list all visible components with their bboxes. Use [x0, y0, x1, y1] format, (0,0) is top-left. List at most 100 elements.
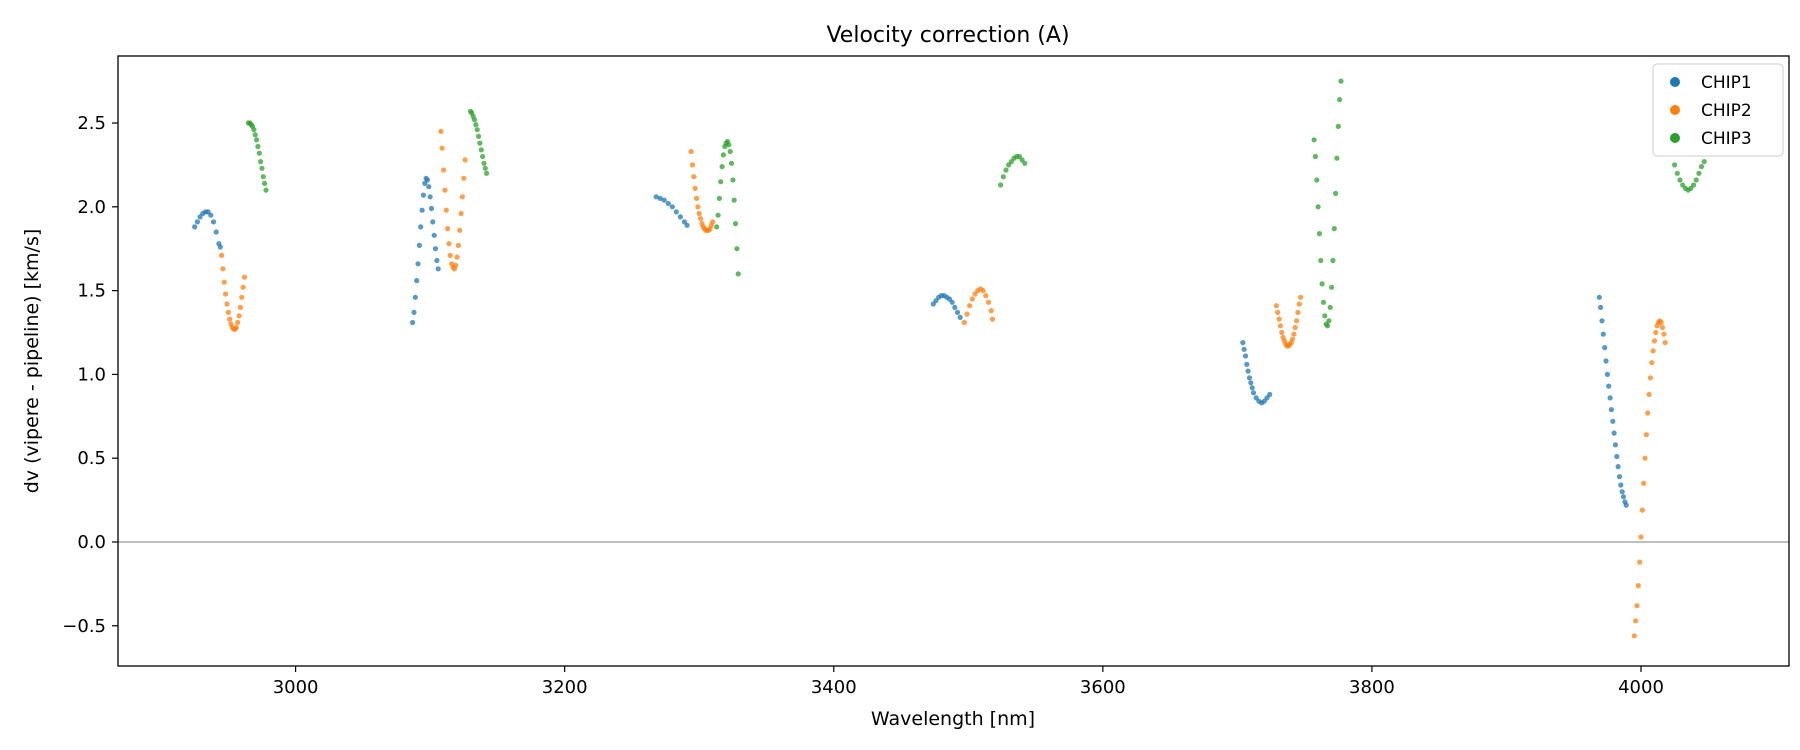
data-point-chip1 [677, 214, 684, 220]
data-point-chip3 [484, 170, 490, 176]
data-point-chip2 [967, 303, 973, 309]
data-point-chip2 [1662, 340, 1668, 346]
data-point-chip1 [210, 219, 217, 225]
x-tick-label: 3600 [1080, 677, 1126, 698]
chart-title: Velocity correction (A) [826, 23, 1069, 48]
data-point-chip1 [665, 200, 671, 207]
data-point-chip1 [208, 212, 214, 218]
data-point-chip2 [698, 216, 704, 222]
data-point-chip1 [1608, 407, 1614, 413]
data-point-chip3 [255, 143, 261, 150]
data-point-chip2 [1643, 432, 1649, 438]
data-point-chip3 [731, 197, 737, 203]
data-point-chip2 [221, 279, 227, 285]
data-point-chip2 [1634, 603, 1640, 609]
data-point-chip2 [441, 167, 447, 173]
data-point-chip1 [657, 195, 663, 201]
data-point-chip2 [219, 252, 225, 258]
data-point-chip1 [1623, 502, 1629, 508]
data-point-chip3 [1693, 177, 1699, 183]
data-point-chip2 [445, 226, 451, 232]
data-point-chip2 [1653, 329, 1659, 336]
data-point-chip1 [1600, 331, 1606, 337]
data-point-chip3 [1319, 281, 1325, 287]
data-point-chip2 [438, 128, 444, 134]
y-tick-label: 2.0 [77, 197, 106, 218]
data-point-chip2 [1292, 324, 1298, 331]
series-chip1 [192, 175, 1629, 508]
data-point-chip2 [696, 210, 702, 217]
data-point-chip2 [1298, 294, 1304, 300]
data-point-chip1 [1246, 375, 1253, 381]
data-point-chip2 [443, 207, 449, 213]
data-point-chip2 [983, 293, 989, 299]
data-point-chip2 [458, 210, 464, 217]
data-point-chip2 [1275, 309, 1281, 315]
data-point-chip2 [1291, 331, 1297, 337]
data-point-chip3 [477, 140, 483, 146]
data-point-chip3 [1674, 170, 1680, 176]
data-point-chip2 [462, 157, 468, 163]
data-point-chip2 [988, 308, 994, 314]
legend-label-chip1: CHIP1 [1701, 73, 1752, 93]
data-point-chip3 [256, 150, 262, 156]
data-point-chip1 [1610, 418, 1616, 424]
data-point-chip2 [1633, 618, 1639, 624]
data-point-chip2 [1279, 329, 1285, 336]
data-point-chip1 [217, 244, 223, 250]
data-point-chip2 [969, 296, 975, 302]
data-point-chip2 [225, 309, 231, 315]
data-point-chip3 [1338, 78, 1344, 84]
data-point-chip3 [998, 182, 1004, 188]
data-point-chip1 [1614, 453, 1620, 460]
data-point-chip2 [455, 242, 461, 248]
legend-box [1652, 63, 1784, 157]
data-point-chip3 [1696, 170, 1702, 176]
data-point-chip2 [1638, 534, 1644, 540]
data-point-chip3 [1335, 123, 1341, 129]
data-point-chip1 [1616, 474, 1623, 480]
data-point-chip1 [1606, 383, 1612, 389]
data-point-chip3 [1329, 284, 1335, 290]
data-point-chip3 [482, 165, 488, 171]
data-point-chip2 [454, 254, 460, 260]
y-axis: −0.5 0.0 0.5 1.0 1.5 2.0 2.5 [62, 113, 118, 637]
y-tick-label: 1.0 [77, 364, 106, 385]
data-point-chip3 [471, 117, 478, 123]
data-point-chip2 [241, 274, 248, 280]
data-point-chip2 [227, 316, 233, 322]
data-point-chip2 [710, 219, 716, 225]
data-point-chip1 [1249, 385, 1255, 391]
data-point-chip2 [459, 194, 465, 200]
data-point-chip3 [1337, 97, 1343, 103]
data-point-chip1 [428, 205, 435, 212]
x-tick-label: 4000 [1618, 677, 1664, 698]
data-point-chip3 [1330, 257, 1336, 264]
y-tick-label: 0.5 [77, 448, 106, 469]
data-point-chip2 [1646, 391, 1652, 398]
data-point-chip1 [434, 257, 440, 264]
data-point-chip2 [240, 284, 246, 290]
data-point-chip3 [1701, 159, 1707, 165]
data-point-chip1 [411, 309, 417, 315]
data-point-chip2 [1661, 331, 1667, 337]
data-point-chip1 [954, 309, 961, 315]
data-point-chip1 [213, 229, 219, 235]
data-point-chip3 [262, 180, 268, 186]
data-point-chip3 [1316, 231, 1323, 237]
data-point-chip3 [1022, 160, 1028, 166]
data-point-chip2 [1639, 507, 1645, 513]
data-point-chip2 [693, 195, 700, 201]
data-point-chip1 [430, 219, 436, 225]
data-point-chip3 [263, 187, 269, 193]
data-point-chip3 [734, 246, 740, 252]
data-point-chip1 [1240, 340, 1246, 346]
data-point-chip2 [1645, 410, 1651, 416]
data-point-chip1 [949, 299, 955, 305]
data-point-chip3 [727, 148, 733, 155]
data-point-chip3 [260, 174, 266, 180]
data-point-chip3 [1320, 299, 1327, 305]
data-point-chip3 [726, 142, 732, 148]
data-point-chip1 [1598, 304, 1604, 310]
